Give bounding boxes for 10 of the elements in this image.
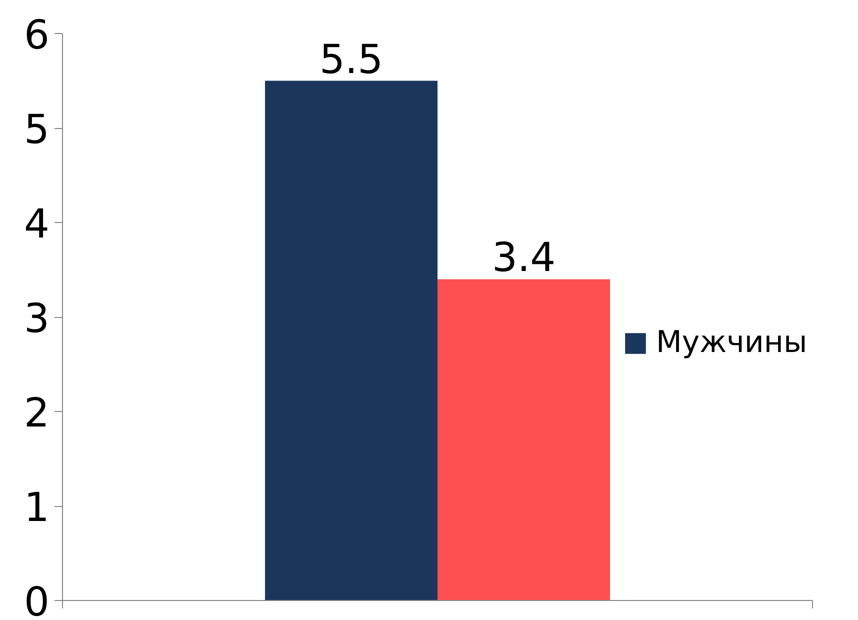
legend-label: Мужчины: [656, 325, 808, 360]
y-tick-label: 1: [24, 485, 50, 531]
y-tick-label: 4: [24, 202, 50, 248]
y-tick-label: 2: [24, 390, 50, 436]
y-tick-label: 5: [24, 107, 50, 153]
y-tick-label: 6: [24, 12, 50, 58]
y-tick-label: 0: [24, 580, 50, 620]
data-label: 3.4: [492, 235, 556, 282]
data-label: 5.5: [319, 36, 384, 83]
y-tick-label: 3: [24, 296, 50, 342]
